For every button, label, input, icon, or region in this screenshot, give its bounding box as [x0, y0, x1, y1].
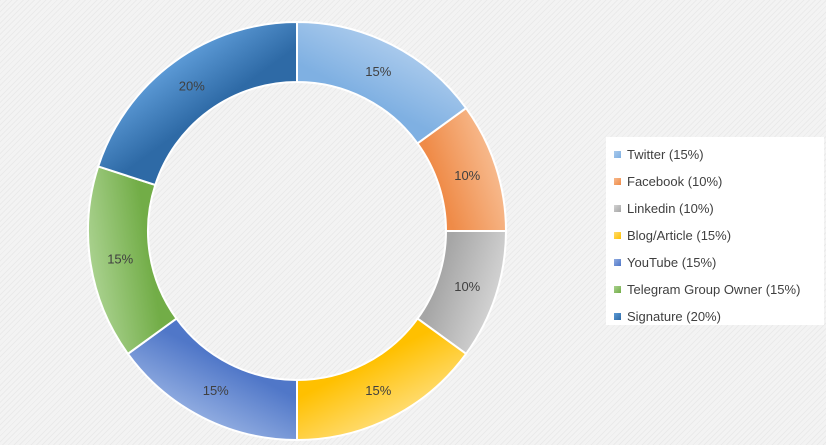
legend-item-blog-article: Blog/Article (15%) — [614, 222, 824, 249]
legend-item-linkedin: Linkedin (10%) — [614, 195, 824, 222]
legend-item-facebook: Facebook (10%) — [614, 168, 824, 195]
slice-blog-article — [296, 317, 468, 442]
slice-label-linkedin: 10% — [454, 279, 480, 294]
legend-label-telegram-group-owner: Telegram Group Owner (15%) — [627, 282, 801, 297]
legend-swatch-twitter — [614, 151, 621, 158]
slice-label-facebook: 10% — [454, 168, 480, 183]
slice-label-signature: 20% — [179, 79, 205, 94]
legend-label-blog-article: Blog/Article (15%) — [627, 228, 732, 243]
slice-label-twitter: 15% — [365, 64, 391, 79]
legend-label-facebook: Facebook (10%) — [627, 174, 723, 189]
legend-label-signature: Signature (20%) — [627, 309, 721, 324]
slice-youtube — [126, 317, 298, 442]
legend-label-linkedin: Linkedin (10%) — [627, 201, 714, 216]
slice-label-youtube: 15% — [203, 383, 229, 398]
slice-label-blog-article: 15% — [365, 383, 391, 398]
slice-twitter — [296, 20, 468, 145]
slice-label-telegram-group-owner: 15% — [107, 252, 133, 267]
legend-item-twitter: Twitter (15%) — [614, 141, 824, 168]
legend-item-youtube: YouTube (15%) — [614, 249, 824, 276]
slice-signature — [96, 20, 298, 187]
legend-swatch-facebook — [614, 178, 621, 185]
legend-item-telegram-group-owner: Telegram Group Owner (15%) — [614, 276, 824, 303]
legend-swatch-blog-article — [614, 232, 621, 239]
legend-label-twitter: Twitter (15%) — [627, 147, 704, 162]
legend-swatch-signature — [614, 313, 621, 320]
legend-swatch-youtube — [614, 259, 621, 266]
legend-label-youtube: YouTube (15%) — [627, 255, 717, 270]
chart-legend: Twitter (15%) Facebook (10%) Linkedin (10%… — [606, 137, 824, 325]
legend-swatch-linkedin — [614, 205, 621, 212]
legend-item-signature: Signature (20%) — [614, 303, 824, 330]
legend-swatch-telegram-group-owner — [614, 286, 621, 293]
